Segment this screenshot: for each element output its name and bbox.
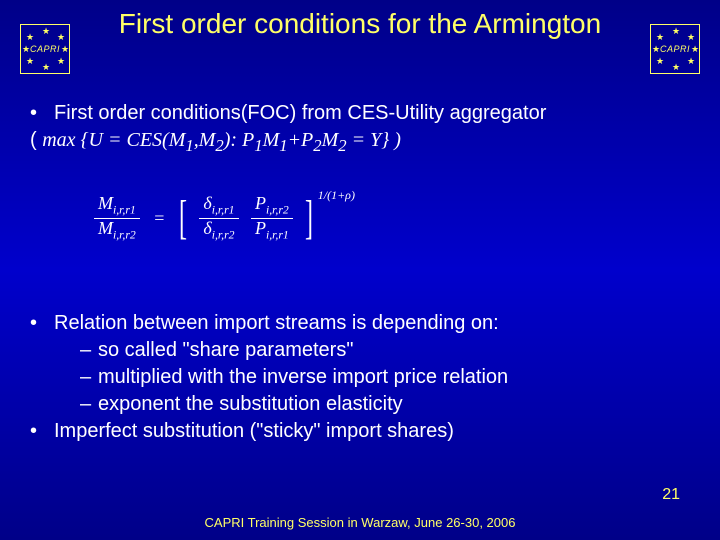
m-mid3: +P bbox=[288, 129, 314, 151]
p1-sub: i,r,r2 bbox=[266, 204, 289, 217]
slide-title: First order conditions for the Armington bbox=[90, 8, 630, 40]
sub-bullet-1: –so called "share parameters" bbox=[30, 337, 690, 364]
lower-body: •Relation between import streams is depe… bbox=[30, 310, 690, 445]
bullet-relation-text: Relation between import streams is depen… bbox=[54, 312, 499, 334]
m-end: = Y} ) bbox=[347, 129, 401, 151]
bullet-imperfect: •Imperfect substitution ("sticky" import… bbox=[30, 418, 690, 445]
sub-bullet-3: –exponent the substitution elasticity bbox=[30, 391, 690, 418]
m-mid4: M bbox=[322, 129, 339, 151]
capri-logo-right: ★ ★ ★ ★ ★ ★ ★ ★ CAPRI bbox=[650, 24, 700, 74]
bullet-imperfect-text: Imperfect substitution ("sticky" import … bbox=[54, 420, 454, 442]
p2-sub: i,r,r1 bbox=[266, 228, 289, 241]
d2-sub: i,r,r2 bbox=[212, 228, 235, 241]
bullet-foc: •First order conditions(FOC) from CES-Ut… bbox=[30, 102, 690, 125]
footer-text: CAPRI Training Session in Warzaw, June 2… bbox=[0, 515, 720, 530]
m-mid: ,M bbox=[194, 129, 216, 151]
p2: P bbox=[255, 218, 266, 238]
sub-bullet-2: –multiplied with the inverse import pric… bbox=[30, 364, 690, 391]
paren-open: ( bbox=[30, 129, 42, 151]
exponent: 1/(1+ρ) bbox=[318, 188, 355, 203]
lhs-den-sub: i,r,r2 bbox=[113, 228, 136, 241]
right-bracket: ] bbox=[305, 194, 313, 242]
lhs-num-sub: i,r,r1 bbox=[113, 204, 136, 217]
logo-label: CAPRI bbox=[660, 44, 690, 54]
upper-body: •First order conditions(FOC) from CES-Ut… bbox=[30, 102, 690, 160]
delta-fraction: δi,r,r1 δi,r,r2 bbox=[199, 194, 238, 242]
lhs-den: M bbox=[98, 218, 113, 238]
equals-sign: = bbox=[154, 208, 164, 229]
left-bracket: [ bbox=[179, 194, 187, 242]
capri-logo-left: ★ ★ ★ ★ ★ ★ ★ ★ CAPRI bbox=[20, 24, 70, 74]
d1-sub: i,r,r1 bbox=[212, 204, 235, 217]
lhs-fraction: Mi,r,r1 Mi,r,r2 bbox=[94, 194, 140, 242]
m-mid1: ): P bbox=[224, 129, 255, 151]
sub-bullet-1-text: so called "share parameters" bbox=[98, 339, 353, 361]
bullet-foc-text: First order conditions(FOC) from CES-Uti… bbox=[54, 102, 546, 124]
page-number: 21 bbox=[662, 486, 680, 504]
formula-block: Mi,r,r1 Mi,r,r2 = [ δi,r,r1 δi,r,r2 Pi,r… bbox=[90, 194, 355, 242]
logo-label: CAPRI bbox=[30, 44, 60, 54]
m-mid2: M bbox=[263, 129, 280, 151]
p1: P bbox=[255, 193, 266, 213]
d2: δ bbox=[203, 218, 211, 238]
d1: δ bbox=[203, 193, 211, 213]
slide-container: ★ ★ ★ ★ ★ ★ ★ ★ CAPRI ★ ★ ★ ★ ★ ★ ★ ★ CA… bbox=[0, 0, 720, 540]
price-fraction: Pi,r,r2 Pi,r,r1 bbox=[251, 194, 293, 242]
bullet-foc-math: ( max {U = CES(M1,M2): P1M1+P2M2 = Y} ) bbox=[30, 129, 690, 156]
sub-bullet-3-text: exponent the substitution elasticity bbox=[98, 393, 403, 415]
bullet-relation: •Relation between import streams is depe… bbox=[30, 310, 690, 337]
lhs-num: M bbox=[98, 193, 113, 213]
m-prefix: max {U = CES(M bbox=[42, 129, 185, 151]
sub-bullet-2-text: multiplied with the inverse import price… bbox=[98, 366, 508, 388]
